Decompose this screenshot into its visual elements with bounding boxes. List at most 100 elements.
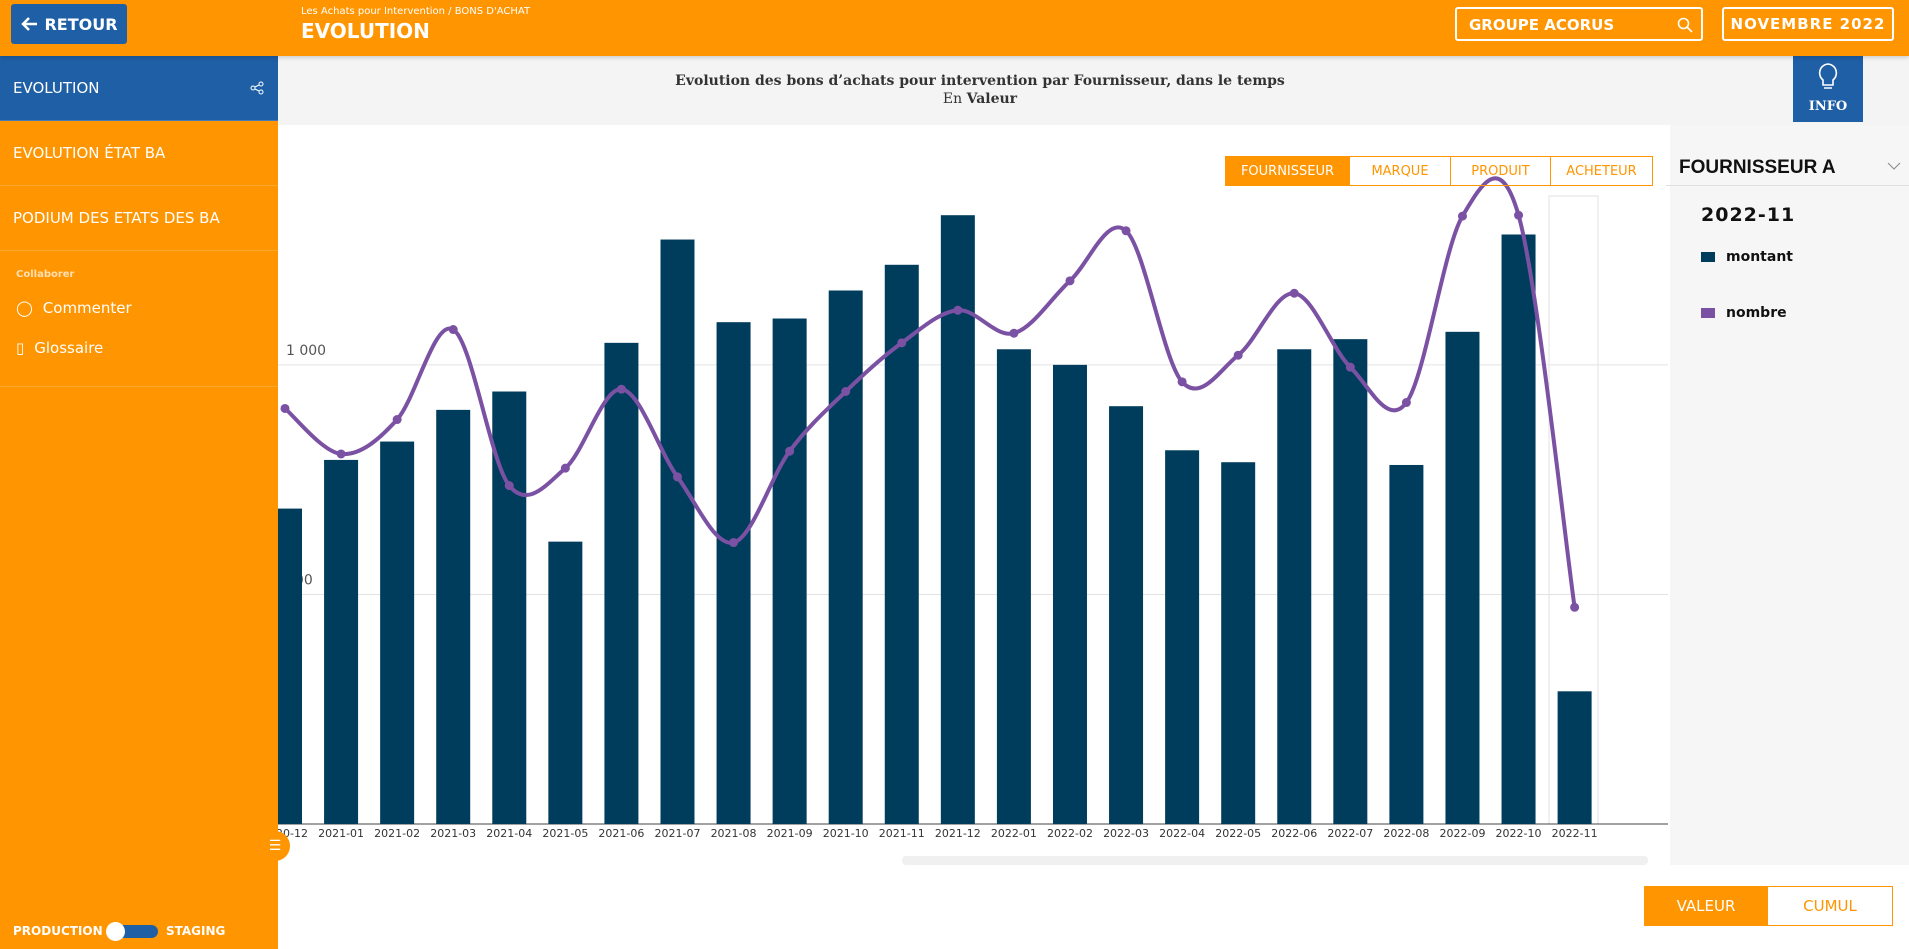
search-box[interactable]: GROUPE ACORUS bbox=[1455, 7, 1703, 41]
x-tick-label: 2022-03 bbox=[1103, 827, 1149, 840]
toggle[interactable] bbox=[106, 922, 158, 941]
chevron bbox=[1887, 162, 1901, 170]
line-point bbox=[729, 538, 739, 548]
tab[interactable]: FOURNISSEUR bbox=[1225, 156, 1350, 186]
bar bbox=[1109, 406, 1144, 824]
mode-prefix: En bbox=[942, 91, 963, 107]
bar bbox=[1445, 331, 1480, 824]
x-tick-label: 2022-02 bbox=[1047, 827, 1093, 840]
bar bbox=[604, 342, 639, 824]
tab[interactable]: PRODUIT bbox=[1450, 156, 1551, 186]
period-button[interactable]: NOVEMBRE 2022 bbox=[1722, 7, 1894, 41]
collapse-button[interactable]: ☰ bbox=[260, 831, 290, 861]
bar bbox=[436, 409, 471, 824]
mode-button[interactable]: CUMUL bbox=[1767, 886, 1893, 926]
x-tick-label: 2021-05 bbox=[542, 827, 588, 840]
bar bbox=[1389, 464, 1424, 824]
bar bbox=[1501, 234, 1536, 824]
mode-button[interactable]: VALEUR bbox=[1644, 886, 1768, 926]
x-tick-label: 2022-08 bbox=[1383, 827, 1429, 840]
x-tick-label: 2022-09 bbox=[1439, 827, 1485, 840]
panel-bg bbox=[1670, 125, 1909, 865]
x-tick-label: 2022-07 bbox=[1327, 827, 1373, 840]
info-label: INFO bbox=[1808, 99, 1848, 114]
tab[interactable]: ACHETEUR bbox=[1550, 156, 1653, 186]
toggle-knob bbox=[106, 922, 125, 941]
line-point bbox=[392, 415, 402, 425]
bar bbox=[828, 290, 863, 824]
line-point bbox=[616, 384, 626, 394]
line-point bbox=[1457, 211, 1467, 221]
y-tick-label: 1 000 bbox=[286, 343, 326, 359]
bar bbox=[1165, 450, 1200, 824]
supplier-select[interactable]: FOURNISSEUR A bbox=[1666, 157, 1909, 186]
bar bbox=[380, 441, 415, 824]
page-title: EVOLUTION bbox=[301, 19, 430, 43]
bar bbox=[884, 264, 919, 824]
back-label: RETOUR bbox=[44, 14, 118, 34]
x-tick-label: 2021-02 bbox=[374, 827, 420, 840]
line-point bbox=[1570, 602, 1580, 612]
share-icon bbox=[250, 81, 264, 95]
nav-item[interactable]: PODIUM DES ETATS DES BA bbox=[0, 186, 278, 251]
x-tick-label: 2022-01 bbox=[991, 827, 1037, 840]
x-tick-label: 2021-11 bbox=[879, 827, 925, 840]
tab[interactable]: MARQUE bbox=[1349, 156, 1451, 186]
header: RETOUR Les Achats pour Intervention / BO… bbox=[0, 0, 1909, 56]
info-badge[interactable]: INFO bbox=[1793, 56, 1863, 122]
nav-item[interactable]: EVOLUTION ÉTAT BA bbox=[0, 121, 278, 186]
x-tick-label: 2022-05 bbox=[1215, 827, 1261, 840]
sidebar: EVOLUTION EVOLUTION ÉTAT BA PODIUM DES E… bbox=[0, 56, 290, 949]
line-point bbox=[672, 472, 682, 482]
nav-link[interactable]: ◯ Commenter bbox=[16, 299, 132, 317]
nav-label: EVOLUTION ÉTAT BA bbox=[13, 144, 166, 162]
link-label: Commenter bbox=[42, 299, 132, 317]
toggle-label: PRODUCTION bbox=[13, 924, 103, 938]
breadcrumb: Les Achats pour Intervention / BONS D'AC… bbox=[301, 6, 531, 17]
line-point bbox=[504, 481, 514, 491]
x-tick-label: 2022-11 bbox=[1552, 827, 1598, 840]
x-tick-label: 2021-06 bbox=[598, 827, 644, 840]
line-point bbox=[1233, 350, 1243, 360]
line-point bbox=[1121, 226, 1131, 236]
x-tick-label: 2022-04 bbox=[1159, 827, 1205, 840]
legend-label: nombre bbox=[1726, 305, 1787, 321]
legend-swatch bbox=[1701, 252, 1715, 262]
bar bbox=[940, 215, 975, 824]
back-button[interactable]: RETOUR bbox=[11, 4, 127, 44]
line-point bbox=[1009, 328, 1019, 338]
scrollbar[interactable] bbox=[902, 856, 1648, 865]
divider bbox=[0, 386, 278, 387]
nav-label: EVOLUTION bbox=[13, 79, 100, 97]
x-tick-label: 2022-06 bbox=[1271, 827, 1317, 840]
bar bbox=[660, 239, 695, 824]
line-point bbox=[897, 338, 907, 348]
nav-link[interactable]: ▯ Glossaire bbox=[16, 339, 103, 357]
subtitle: Evolution des bons d’achats pour interve… bbox=[675, 73, 1285, 89]
line-point bbox=[448, 325, 458, 335]
legend-label: montant bbox=[1726, 249, 1793, 265]
supplier-name: FOURNISSEUR A bbox=[1679, 157, 1836, 178]
toggle-label: STAGING bbox=[166, 924, 226, 938]
line-point bbox=[1065, 276, 1075, 286]
search-icon bbox=[1677, 17, 1693, 33]
x-tick-label: 2022-10 bbox=[1496, 827, 1542, 840]
bar bbox=[1221, 462, 1256, 824]
nav-label: PODIUM DES ETATS DES BA bbox=[13, 209, 220, 227]
selected-period: 2022-11 bbox=[1701, 204, 1796, 226]
comment-icon: ◯ bbox=[16, 299, 33, 317]
bar bbox=[1052, 364, 1087, 824]
x-tick-label: 2021-10 bbox=[823, 827, 869, 840]
line-point bbox=[953, 305, 963, 315]
bar bbox=[772, 318, 807, 824]
line-point bbox=[1177, 377, 1187, 387]
line bbox=[283, 176, 1577, 608]
line-point bbox=[1289, 288, 1299, 298]
doc-icon: ▯ bbox=[16, 339, 25, 357]
line-point bbox=[1401, 398, 1411, 408]
group-name: GROUPE ACORUS bbox=[1469, 16, 1615, 34]
bar bbox=[716, 322, 751, 824]
nav-item[interactable]: EVOLUTION bbox=[0, 56, 278, 121]
